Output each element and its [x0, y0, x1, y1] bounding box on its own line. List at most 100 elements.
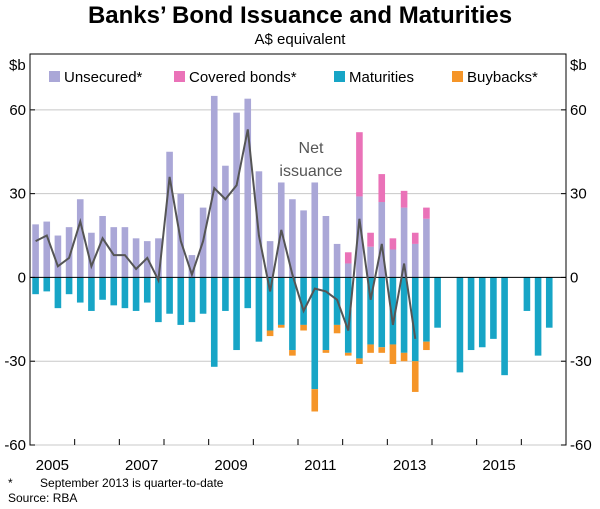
- bar-maturities: [356, 277, 363, 359]
- bar-buybacks: [266, 330, 274, 337]
- bar-maturities: [155, 277, 162, 323]
- bar-maturities: [222, 277, 229, 311]
- bar-unsecured: [121, 227, 129, 278]
- legend-swatch-buybacks: [452, 71, 463, 82]
- y-tick-label-right: 30: [570, 186, 587, 203]
- x-tick-label: 2005: [36, 457, 69, 474]
- bar-maturities: [423, 277, 430, 342]
- bar-covered-bonds: [389, 238, 397, 250]
- x-tick-label: 2009: [214, 457, 247, 474]
- bar-maturities: [244, 277, 252, 309]
- bar-covered-bonds: [423, 207, 430, 219]
- y-tick-label-right: 60: [570, 102, 587, 119]
- bar-buybacks: [277, 324, 285, 328]
- bar-unsecured: [378, 202, 386, 278]
- bar-maturities: [367, 277, 374, 345]
- bar-maturities: [88, 277, 95, 311]
- bar-unsecured: [333, 243, 341, 278]
- legend-swatch-covered: [174, 71, 185, 82]
- bar-covered-bonds: [356, 132, 363, 197]
- legend-label-maturities: Maturities: [349, 69, 414, 86]
- bar-buybacks: [322, 350, 330, 353]
- bar-unsecured: [76, 199, 84, 278]
- bar-maturities: [389, 277, 397, 345]
- bar-unsecured: [389, 249, 397, 278]
- bar-unsecured: [322, 215, 330, 278]
- bar-unsecured: [43, 221, 51, 278]
- annotation-net: Net: [299, 140, 324, 157]
- bar-unsecured: [132, 238, 140, 278]
- bar-maturities: [143, 277, 151, 303]
- bar-maturities: [188, 277, 196, 323]
- bar-maturities: [210, 277, 218, 367]
- bar-unsecured: [423, 218, 430, 278]
- bar-maturities: [177, 277, 185, 325]
- y-tick-label-left: 30: [9, 186, 26, 203]
- footnote-marker: *: [8, 476, 13, 490]
- bar-buybacks: [311, 389, 319, 412]
- bar-buybacks: [389, 344, 397, 365]
- bar-buybacks: [289, 350, 296, 356]
- bar-covered-bonds: [344, 252, 352, 264]
- bar-covered-bonds: [378, 174, 386, 203]
- y-tick-label-right: -60: [570, 437, 592, 454]
- bar-maturities: [32, 277, 39, 295]
- bar-maturities: [99, 277, 106, 300]
- bar-unsecured: [88, 232, 95, 278]
- bar-unsecured: [367, 246, 374, 278]
- bar-maturities: [300, 277, 307, 325]
- bar-buybacks: [378, 347, 386, 353]
- x-tick-label: 2013: [393, 457, 426, 474]
- bar-maturities: [199, 277, 207, 314]
- bar-buybacks: [344, 352, 352, 356]
- bar-maturities: [501, 277, 508, 376]
- bar-unsecured: [356, 196, 363, 278]
- bar-maturities: [277, 277, 285, 325]
- bar-unsecured: [244, 98, 252, 278]
- bar-unsecured: [255, 171, 263, 278]
- legend-label-covered: Covered bonds*: [189, 69, 297, 86]
- bar-buybacks: [423, 341, 430, 351]
- bar-maturities: [545, 277, 553, 328]
- bar-covered-bonds: [411, 232, 419, 244]
- bar-maturities: [456, 277, 464, 373]
- legend-label-buybacks: Buybacks*: [467, 69, 538, 86]
- bar-unsecured: [344, 263, 352, 278]
- bar-unsecured: [54, 235, 62, 278]
- x-tick-label: 2015: [482, 457, 515, 474]
- bar-unsecured: [65, 227, 73, 278]
- bar-maturities: [132, 277, 140, 311]
- bar-maturities: [255, 277, 263, 342]
- legend: Unsecured* Covered bonds* Maturities Buy…: [49, 69, 538, 86]
- y-tick-label-right: 0: [570, 269, 578, 286]
- bar-unsecured: [266, 241, 274, 278]
- bar-maturities: [478, 277, 486, 348]
- net-issuance-line: [35, 129, 417, 340]
- bar-maturities: [311, 277, 319, 390]
- bar-maturities: [76, 277, 84, 303]
- bar-unsecured: [300, 210, 307, 278]
- bar-unsecured: [110, 227, 118, 278]
- footnote: * September 2013 is quarter-to-date: [8, 476, 223, 490]
- bar-maturities: [434, 277, 441, 328]
- chart-title: Banks’ Bond Issuance and Maturities: [87, 2, 513, 29]
- bar-maturities: [523, 277, 531, 311]
- bar-maturities: [266, 277, 274, 331]
- bar-maturities: [490, 277, 497, 339]
- bar-maturities: [467, 277, 475, 351]
- bar-maturities: [54, 277, 62, 309]
- annotation-issuance: issuance: [279, 163, 342, 180]
- bar-maturities: [411, 277, 419, 362]
- bar-maturities: [166, 277, 173, 314]
- source-note: Source: RBA: [8, 491, 78, 505]
- bar-unsecured: [289, 199, 296, 278]
- bar-maturities: [65, 277, 73, 295]
- bar-unsecured: [32, 224, 39, 278]
- bar-unsecured: [400, 207, 408, 278]
- bar-maturities: [534, 277, 542, 356]
- bar-maturities: [110, 277, 118, 306]
- x-tick-label: 2011: [304, 457, 336, 474]
- bar-unsecured: [311, 182, 319, 278]
- bar-unsecured: [166, 151, 173, 278]
- bar-buybacks: [300, 324, 307, 331]
